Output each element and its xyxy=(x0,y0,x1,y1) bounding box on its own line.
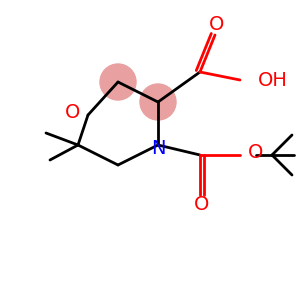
Text: O: O xyxy=(209,16,225,34)
Circle shape xyxy=(100,64,136,100)
Text: OH: OH xyxy=(258,70,288,89)
Text: N: N xyxy=(151,140,165,158)
Text: O: O xyxy=(194,196,210,214)
Text: O: O xyxy=(248,143,263,163)
Circle shape xyxy=(140,84,176,120)
Text: O: O xyxy=(64,103,80,122)
